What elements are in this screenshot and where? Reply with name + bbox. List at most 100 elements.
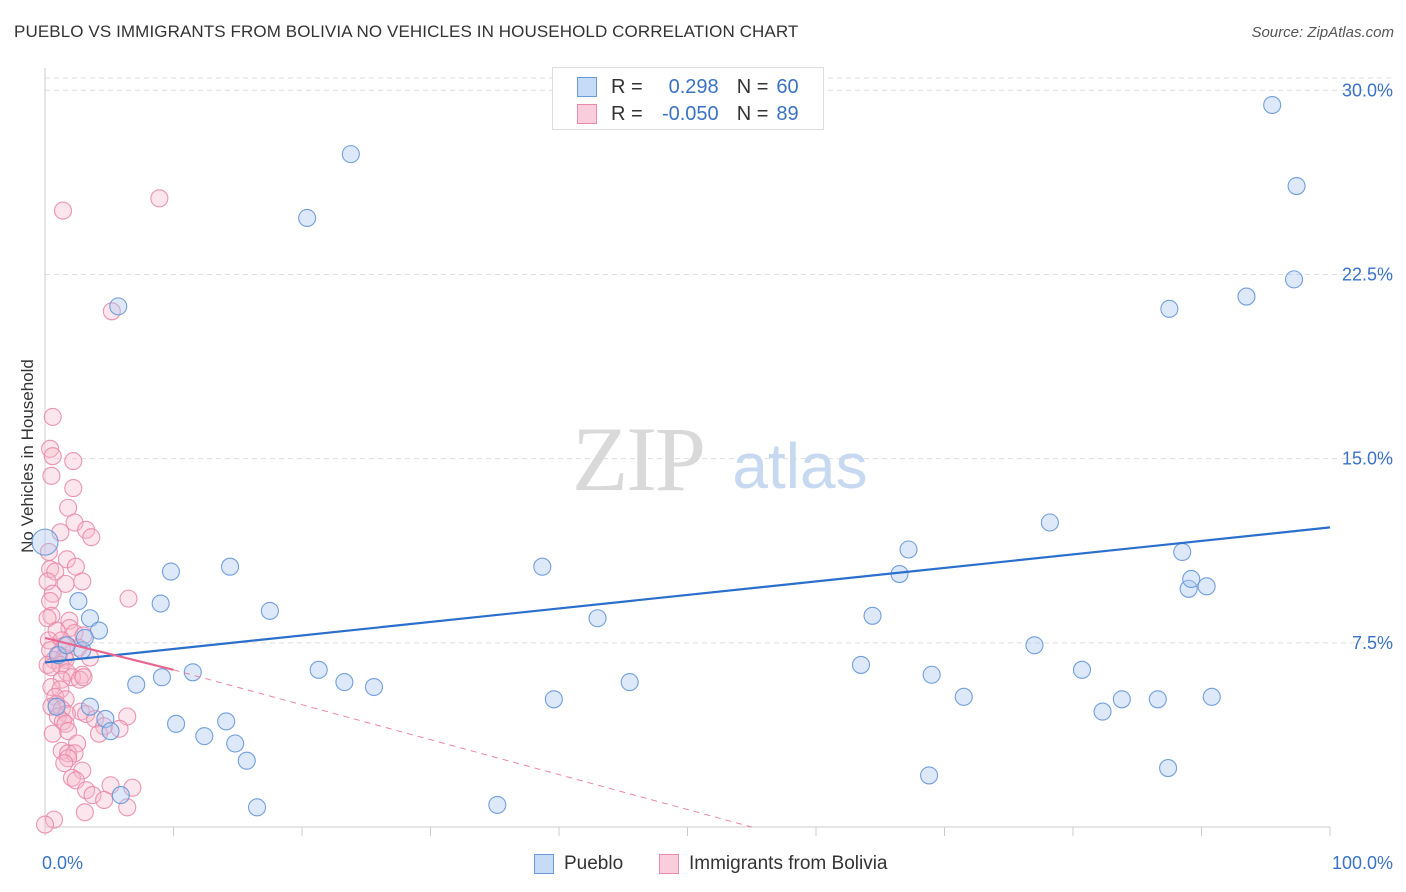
pueblo-point — [152, 668, 171, 687]
pueblo-point — [237, 751, 256, 770]
bolivia-point — [51, 523, 70, 542]
bottom-legend-bolivia: Immigrants from Bolivia — [659, 852, 888, 876]
pueblo-point — [309, 660, 328, 679]
bolivia-point — [44, 810, 64, 829]
bolivia-point — [35, 815, 55, 834]
bolivia-point — [48, 707, 67, 726]
pueblo-point — [544, 690, 563, 709]
pueblo-point — [1093, 702, 1112, 721]
pueblo-point — [151, 594, 170, 613]
bolivia-point — [41, 592, 60, 611]
legend-r-value: 0.298 — [668, 75, 719, 98]
bolivia-point — [82, 528, 101, 547]
pueblo-point — [109, 297, 128, 316]
pueblo-point — [47, 697, 66, 716]
pueblo-point — [899, 540, 918, 559]
pueblo-point — [69, 592, 88, 611]
bottom-legend-pueblo: Pueblo — [534, 852, 623, 876]
bolivia-point — [41, 439, 60, 458]
bottom-legend-swatch-blue — [534, 854, 554, 874]
source-label: Source: ZipAtlas.com — [1251, 24, 1394, 41]
pueblo-point — [298, 208, 317, 228]
pueblo-point — [1072, 660, 1092, 679]
bolivia-point — [64, 479, 83, 498]
y-tick-label: 22.5% — [1342, 264, 1393, 284]
bolivia-point — [73, 572, 92, 591]
pueblo-point — [488, 795, 507, 814]
bolivia-point — [59, 744, 78, 763]
bolivia-point — [59, 722, 78, 741]
bolivia-point — [38, 609, 57, 628]
pueblo-point — [111, 786, 130, 805]
bolivia-point — [83, 786, 102, 805]
pueblo-point — [1182, 569, 1201, 589]
bolivia-point — [52, 670, 71, 689]
legend-row-bolivia: R = -0.050 N = 89 — [577, 100, 799, 128]
pueblo-point — [1263, 95, 1282, 115]
y-tick-label: 7.5% — [1352, 633, 1393, 653]
x-tick-label: 100.0% — [1332, 853, 1393, 873]
pueblo-point — [851, 655, 871, 674]
bolivia-point — [74, 668, 93, 687]
bolivia-point — [56, 690, 75, 709]
pueblo-point — [101, 722, 120, 741]
bolivia-point — [43, 584, 62, 603]
pueblo-point — [89, 621, 109, 640]
gridlines — [45, 77, 1392, 644]
bolivia-point — [43, 447, 62, 466]
pueblo-point — [220, 557, 240, 576]
pueblo-point — [954, 687, 973, 706]
bolivia-point — [150, 189, 169, 208]
bolivia-point — [64, 452, 83, 471]
tick-labels: 7.5% 15.0% 22.5% 30.0% 0.0% 100.0% — [42, 80, 1393, 873]
pueblo-point — [195, 727, 214, 746]
pueblo-point — [922, 665, 941, 684]
watermark-atlas: atlas — [732, 430, 867, 502]
bolivia-point — [53, 201, 73, 220]
bolivia-point — [119, 589, 138, 608]
pueblo-point — [335, 673, 354, 692]
pueblo-point — [31, 528, 59, 556]
legend-n-value: 60 — [776, 75, 799, 98]
pueblo-point — [75, 628, 94, 647]
pueblo-point — [167, 714, 186, 733]
bottom-legend-label: Pueblo — [564, 853, 624, 874]
pueblo-point — [80, 609, 100, 628]
pueblo-point — [588, 609, 607, 628]
watermark: ZIP atlas — [572, 408, 868, 510]
bolivia-point — [46, 562, 65, 581]
pueblo-point — [1287, 177, 1306, 196]
legend-n-label: N = — [736, 102, 769, 125]
trend-lines — [44, 526, 1331, 828]
pueblo-point — [1112, 690, 1131, 709]
pueblo-point — [1202, 687, 1221, 706]
legend-swatch-blue — [577, 77, 597, 97]
pueblo-point — [620, 673, 639, 692]
pueblo-point — [920, 766, 939, 785]
bolivia-point — [75, 803, 94, 822]
pueblo-point — [80, 697, 100, 716]
pueblo-point — [364, 677, 384, 697]
watermark-zip: ZIP — [572, 408, 704, 510]
pueblo-point — [1160, 299, 1179, 318]
pueblo-point — [127, 675, 146, 694]
correlation-legend: R = 0.298 N = 60 R = -0.050 N = 89 — [552, 67, 824, 130]
bolivia-trend-line — [44, 636, 174, 671]
x-tick-label: 0.0% — [42, 853, 83, 873]
pueblo-point — [1237, 287, 1256, 306]
bolivia-point — [47, 621, 66, 640]
pueblo-trend-line — [44, 526, 1331, 664]
legend-n-label: N = — [736, 75, 769, 98]
pueblo-point — [161, 562, 180, 581]
legend-row-pueblo: R = 0.298 N = 60 — [577, 73, 799, 101]
bolivia-point — [43, 407, 62, 426]
pueblo-point — [1159, 759, 1178, 778]
legend-r-label: R = — [611, 75, 643, 98]
y-tick-label: 30.0% — [1342, 80, 1393, 100]
bolivia-point — [73, 761, 92, 780]
pueblo-point — [247, 798, 267, 817]
bolivia-point — [55, 754, 74, 773]
pueblo-point — [260, 601, 279, 620]
bolivia-point — [56, 714, 75, 733]
